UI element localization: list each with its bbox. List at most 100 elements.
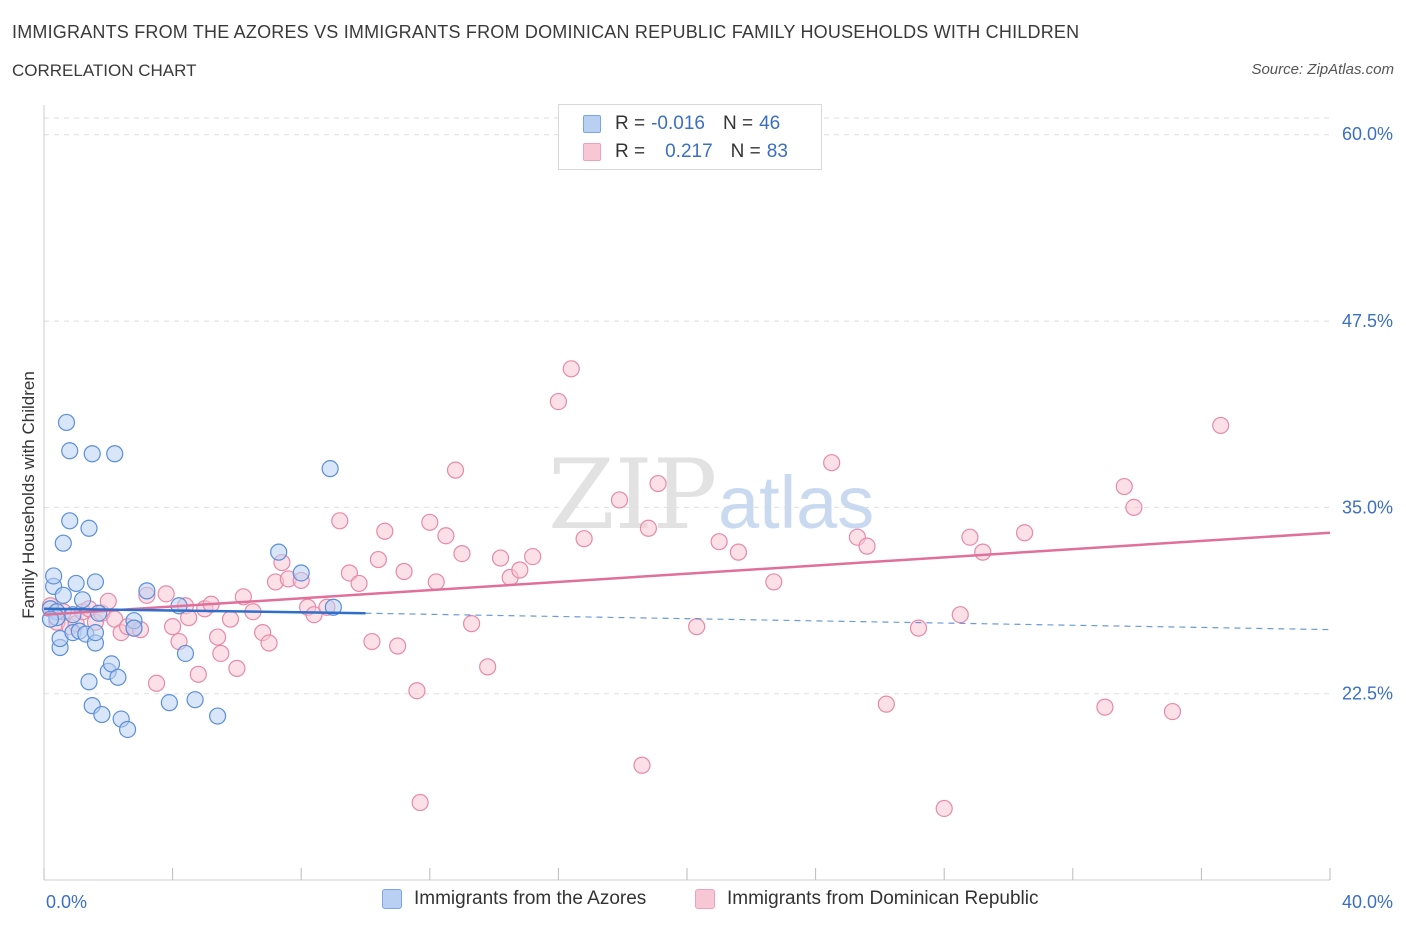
azores-trend-line — [43, 607, 366, 615]
dominican-point-52 — [437, 527, 455, 545]
azores-point-40 — [209, 707, 227, 725]
tick-labels: 22.5% 35.0% 47.5% 60.0% 0.0% 40.0% — [46, 124, 1393, 912]
azores-point-43 — [321, 460, 339, 478]
azores-point-35 — [138, 582, 156, 600]
azores-point-44 — [324, 598, 342, 616]
watermark: ZIP atlas — [548, 439, 874, 551]
dominican-point-75 — [877, 695, 895, 713]
series-swatch-azores — [382, 889, 402, 909]
legend-n-label: N = — [730, 141, 761, 162]
dominican-point-54 — [453, 545, 471, 563]
series-label-dominican: Immigrants from Dominican Republic — [727, 888, 1039, 909]
series-legend-dominican[interactable]: Immigrants from Dominican Republic — [695, 888, 1039, 910]
azores-point-9 — [57, 413, 76, 432]
dominican-point-82 — [1096, 698, 1114, 716]
dominican-point-27 — [221, 610, 240, 628]
dominican-point-69 — [710, 533, 728, 551]
series-legend: Immigrants from the Azores Immigrants fr… — [0, 888, 1406, 916]
dominican-point-76 — [909, 619, 928, 637]
dominican-point-68 — [688, 618, 706, 636]
dominican-point-61 — [549, 392, 568, 411]
series-swatch-dominican — [695, 889, 715, 909]
legend-swatch-azores — [583, 115, 601, 133]
azores-trend-extension — [365, 612, 1331, 631]
azores-point-29 — [106, 445, 124, 463]
legend-n-value: 83 — [766, 141, 788, 162]
dominican-trend-line — [43, 531, 1331, 616]
azores-point-42 — [292, 564, 310, 582]
dominican-point-53 — [446, 461, 465, 479]
x-tick-label-min: 0.0% — [46, 892, 87, 912]
dominican-point-45 — [376, 522, 394, 540]
dominican-point-62 — [562, 360, 580, 378]
dominican-point-71 — [765, 573, 783, 591]
y-tick-label-top: 60.0% — [1342, 124, 1393, 144]
dominican-point-55 — [462, 615, 481, 633]
azores-point-14 — [67, 574, 85, 593]
dominican-point-28 — [228, 659, 246, 677]
azores-point-21 — [83, 445, 101, 463]
legend-row-azores: R = -0.016 N = 46 — [583, 112, 788, 136]
dominican-point-81 — [1015, 524, 1034, 542]
dominican-point-86 — [1212, 416, 1230, 435]
azores-point-18 — [80, 519, 98, 537]
azores-point-41 — [270, 543, 288, 561]
data-points — [41, 360, 1230, 818]
grid-lines — [44, 117, 1330, 695]
dominican-point-32 — [260, 634, 278, 652]
correlation-legend: R = -0.016 N = 46 R = 0.217 N = 83 — [558, 104, 822, 170]
dominican-point-66 — [639, 519, 658, 537]
azores-point-38 — [176, 644, 195, 663]
dominican-point-65 — [633, 756, 651, 774]
source-label: Source: ZipAtlas.com — [1251, 61, 1394, 78]
dominican-point-42 — [350, 574, 368, 593]
dominican-point-25 — [209, 628, 227, 646]
series-legend-azores[interactable]: Immigrants from the Azores — [382, 888, 646, 910]
dominican-point-51 — [427, 573, 445, 591]
legend-r-label: R = — [615, 141, 646, 162]
legend-r-value: 0.217 — [665, 141, 713, 162]
azores-point-2 — [45, 567, 63, 585]
dominican-point-49 — [411, 793, 429, 812]
dominican-point-74 — [858, 537, 876, 555]
dominican-point-63 — [575, 530, 593, 548]
dominican-point-17 — [157, 585, 175, 603]
dominican-point-83 — [1115, 477, 1133, 496]
azores-point-25 — [90, 604, 108, 622]
dominican-point-47 — [395, 562, 413, 581]
watermark-zip: ZIP — [548, 439, 717, 551]
azores-point-10 — [61, 512, 79, 530]
dominican-point-67 — [649, 474, 667, 493]
dominican-point-85 — [1163, 702, 1182, 721]
dominican-point-60 — [524, 547, 542, 566]
dominican-point-72 — [823, 454, 841, 472]
watermark-atlas: atlas — [718, 461, 874, 544]
azores-point-16 — [73, 591, 92, 609]
legend-row-dominican: R = 0.217 N = 83 — [583, 140, 796, 164]
dominican-point-79 — [961, 528, 979, 546]
series-label-azores: Immigrants from the Azores — [414, 888, 647, 909]
dominican-point-80 — [974, 543, 992, 561]
dominican-point-77 — [935, 799, 953, 818]
dominican-point-18 — [164, 618, 182, 636]
dominican-point-43 — [363, 632, 381, 651]
dominican-point-78 — [951, 606, 969, 624]
azores-point-24 — [86, 573, 105, 591]
azores-point-19 — [80, 673, 98, 691]
chart-subtitle: CORRELATION CHART — [12, 61, 197, 80]
dominican-point-56 — [479, 658, 497, 676]
dominican-point-84 — [1125, 498, 1143, 517]
dominican-point-38 — [305, 606, 323, 624]
dominican-point-44 — [369, 550, 387, 569]
dominican-point-70 — [729, 543, 748, 561]
legend-r-label: R = — [615, 113, 646, 134]
azores-point-11 — [61, 442, 79, 460]
azores-point-30 — [109, 668, 127, 686]
dominican-point-40 — [331, 512, 349, 530]
y-tick-label-1: 35.0% — [1342, 497, 1393, 517]
axes — [43, 105, 1331, 881]
y-tick-label-0: 22.5% — [1342, 684, 1393, 704]
legend-r-value: -0.016 — [651, 113, 705, 134]
azores-point-39 — [186, 691, 204, 709]
